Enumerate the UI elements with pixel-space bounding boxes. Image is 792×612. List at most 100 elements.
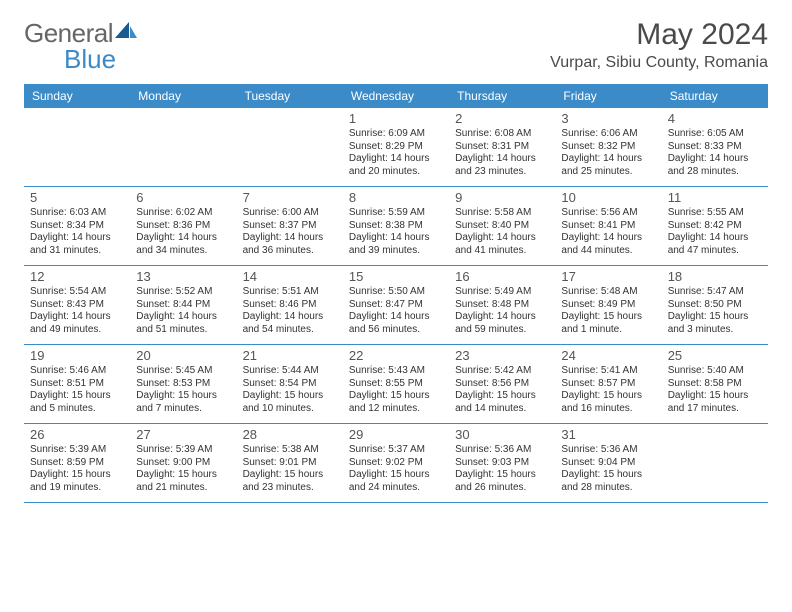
day-detail: and 16 minutes. <box>561 403 655 416</box>
day-detail: Daylight: 15 hours <box>30 469 124 482</box>
day-cell: 17Sunrise: 5:48 AMSunset: 8:49 PMDayligh… <box>555 266 661 344</box>
day-detail: Sunset: 9:01 PM <box>243 457 337 470</box>
day-detail: Sunrise: 5:56 AM <box>561 207 655 220</box>
day-number: 31 <box>561 427 655 443</box>
day-detail: Sunset: 9:00 PM <box>136 457 230 470</box>
day-detail: Sunset: 8:33 PM <box>668 141 762 154</box>
day-detail: Sunset: 8:49 PM <box>561 299 655 312</box>
week-row: 26Sunrise: 5:39 AMSunset: 8:59 PMDayligh… <box>24 424 768 503</box>
logo-sail-icon <box>115 22 137 45</box>
day-detail: Sunset: 8:50 PM <box>668 299 762 312</box>
day-cell: 8Sunrise: 5:59 AMSunset: 8:38 PMDaylight… <box>343 187 449 265</box>
day-number: 7 <box>243 190 337 206</box>
day-detail: Sunrise: 6:03 AM <box>30 207 124 220</box>
day-detail: and 44 minutes. <box>561 245 655 258</box>
day-detail: Daylight: 14 hours <box>30 232 124 245</box>
day-number: 3 <box>561 111 655 127</box>
day-detail: Sunrise: 5:55 AM <box>668 207 762 220</box>
day-detail: Daylight: 15 hours <box>243 390 337 403</box>
day-detail: Daylight: 14 hours <box>349 311 443 324</box>
day-detail: Sunset: 8:37 PM <box>243 220 337 233</box>
day-detail: Sunrise: 5:47 AM <box>668 286 762 299</box>
day-detail: and 47 minutes. <box>668 245 762 258</box>
day-detail: Sunrise: 6:09 AM <box>349 128 443 141</box>
day-number: 15 <box>349 269 443 285</box>
day-detail: and 19 minutes. <box>30 482 124 495</box>
day-detail: Sunrise: 5:42 AM <box>455 365 549 378</box>
day-detail: Sunrise: 6:02 AM <box>136 207 230 220</box>
day-number: 2 <box>455 111 549 127</box>
logo-text-blue: Blue <box>64 44 116 75</box>
day-cell: 11Sunrise: 5:55 AMSunset: 8:42 PMDayligh… <box>662 187 768 265</box>
day-detail: Sunrise: 5:51 AM <box>243 286 337 299</box>
day-number: 16 <box>455 269 549 285</box>
day-detail: and 56 minutes. <box>349 324 443 337</box>
dayhead-sun: Sunday <box>24 84 130 108</box>
day-detail: and 49 minutes. <box>30 324 124 337</box>
day-cell: 23Sunrise: 5:42 AMSunset: 8:56 PMDayligh… <box>449 345 555 423</box>
day-detail: Sunrise: 5:41 AM <box>561 365 655 378</box>
day-detail: and 28 minutes. <box>561 482 655 495</box>
day-detail: and 7 minutes. <box>136 403 230 416</box>
day-detail: Daylight: 15 hours <box>561 469 655 482</box>
month-title: May 2024 <box>550 18 768 52</box>
day-detail: and 1 minute. <box>561 324 655 337</box>
day-detail: Sunrise: 6:08 AM <box>455 128 549 141</box>
day-detail: Sunrise: 5:43 AM <box>349 365 443 378</box>
day-detail: Sunrise: 5:37 AM <box>349 444 443 457</box>
day-cell: 25Sunrise: 5:40 AMSunset: 8:58 PMDayligh… <box>662 345 768 423</box>
day-detail: and 25 minutes. <box>561 166 655 179</box>
day-number: 11 <box>668 190 762 206</box>
day-detail: Daylight: 15 hours <box>349 390 443 403</box>
location-label: Vurpar, Sibiu County, Romania <box>550 54 768 72</box>
day-detail: Sunrise: 5:46 AM <box>30 365 124 378</box>
day-cell: 24Sunrise: 5:41 AMSunset: 8:57 PMDayligh… <box>555 345 661 423</box>
day-detail: and 51 minutes. <box>136 324 230 337</box>
day-number: 6 <box>136 190 230 206</box>
day-detail: Daylight: 14 hours <box>243 311 337 324</box>
week-row: 1Sunrise: 6:09 AMSunset: 8:29 PMDaylight… <box>24 108 768 187</box>
day-detail: Daylight: 15 hours <box>668 390 762 403</box>
day-detail: Sunrise: 5:58 AM <box>455 207 549 220</box>
day-detail: Sunset: 8:31 PM <box>455 141 549 154</box>
day-detail: Sunrise: 6:06 AM <box>561 128 655 141</box>
day-detail: Daylight: 15 hours <box>30 390 124 403</box>
day-detail: Sunset: 9:03 PM <box>455 457 549 470</box>
day-cell: 1Sunrise: 6:09 AMSunset: 8:29 PMDaylight… <box>343 108 449 186</box>
day-detail: Sunrise: 5:39 AM <box>136 444 230 457</box>
dayhead-tue: Tuesday <box>237 84 343 108</box>
title-block: May 2024 Vurpar, Sibiu County, Romania <box>550 18 768 72</box>
day-detail: Daylight: 14 hours <box>455 311 549 324</box>
dayhead-mon: Monday <box>130 84 236 108</box>
day-cell: 2Sunrise: 6:08 AMSunset: 8:31 PMDaylight… <box>449 108 555 186</box>
day-cell: 5Sunrise: 6:03 AMSunset: 8:34 PMDaylight… <box>24 187 130 265</box>
day-number: 28 <box>243 427 337 443</box>
day-number: 18 <box>668 269 762 285</box>
day-detail: and 36 minutes. <box>243 245 337 258</box>
day-detail: Sunset: 8:54 PM <box>243 378 337 391</box>
day-detail: Sunrise: 5:40 AM <box>668 365 762 378</box>
day-detail: and 10 minutes. <box>243 403 337 416</box>
day-header-row: Sunday Monday Tuesday Wednesday Thursday… <box>24 84 768 108</box>
day-number: 14 <box>243 269 337 285</box>
day-cell: 4Sunrise: 6:05 AMSunset: 8:33 PMDaylight… <box>662 108 768 186</box>
day-number: 25 <box>668 348 762 364</box>
logo: General Blue <box>24 18 137 49</box>
day-detail: Sunset: 8:53 PM <box>136 378 230 391</box>
day-detail: Sunset: 8:40 PM <box>455 220 549 233</box>
calendar: Sunday Monday Tuesday Wednesday Thursday… <box>24 84 768 503</box>
day-detail: Sunrise: 5:48 AM <box>561 286 655 299</box>
day-detail: Daylight: 15 hours <box>561 390 655 403</box>
day-detail: Sunrise: 5:59 AM <box>349 207 443 220</box>
day-cell: 10Sunrise: 5:56 AMSunset: 8:41 PMDayligh… <box>555 187 661 265</box>
day-number: 22 <box>349 348 443 364</box>
day-cell: 16Sunrise: 5:49 AMSunset: 8:48 PMDayligh… <box>449 266 555 344</box>
day-cell: 27Sunrise: 5:39 AMSunset: 9:00 PMDayligh… <box>130 424 236 502</box>
header: General Blue May 2024 Vurpar, Sibiu Coun… <box>0 0 792 76</box>
day-number: 29 <box>349 427 443 443</box>
day-detail: Sunset: 8:55 PM <box>349 378 443 391</box>
day-detail: Daylight: 14 hours <box>668 153 762 166</box>
dayhead-fri: Friday <box>555 84 661 108</box>
day-detail: Sunrise: 6:00 AM <box>243 207 337 220</box>
day-detail: Sunset: 9:04 PM <box>561 457 655 470</box>
